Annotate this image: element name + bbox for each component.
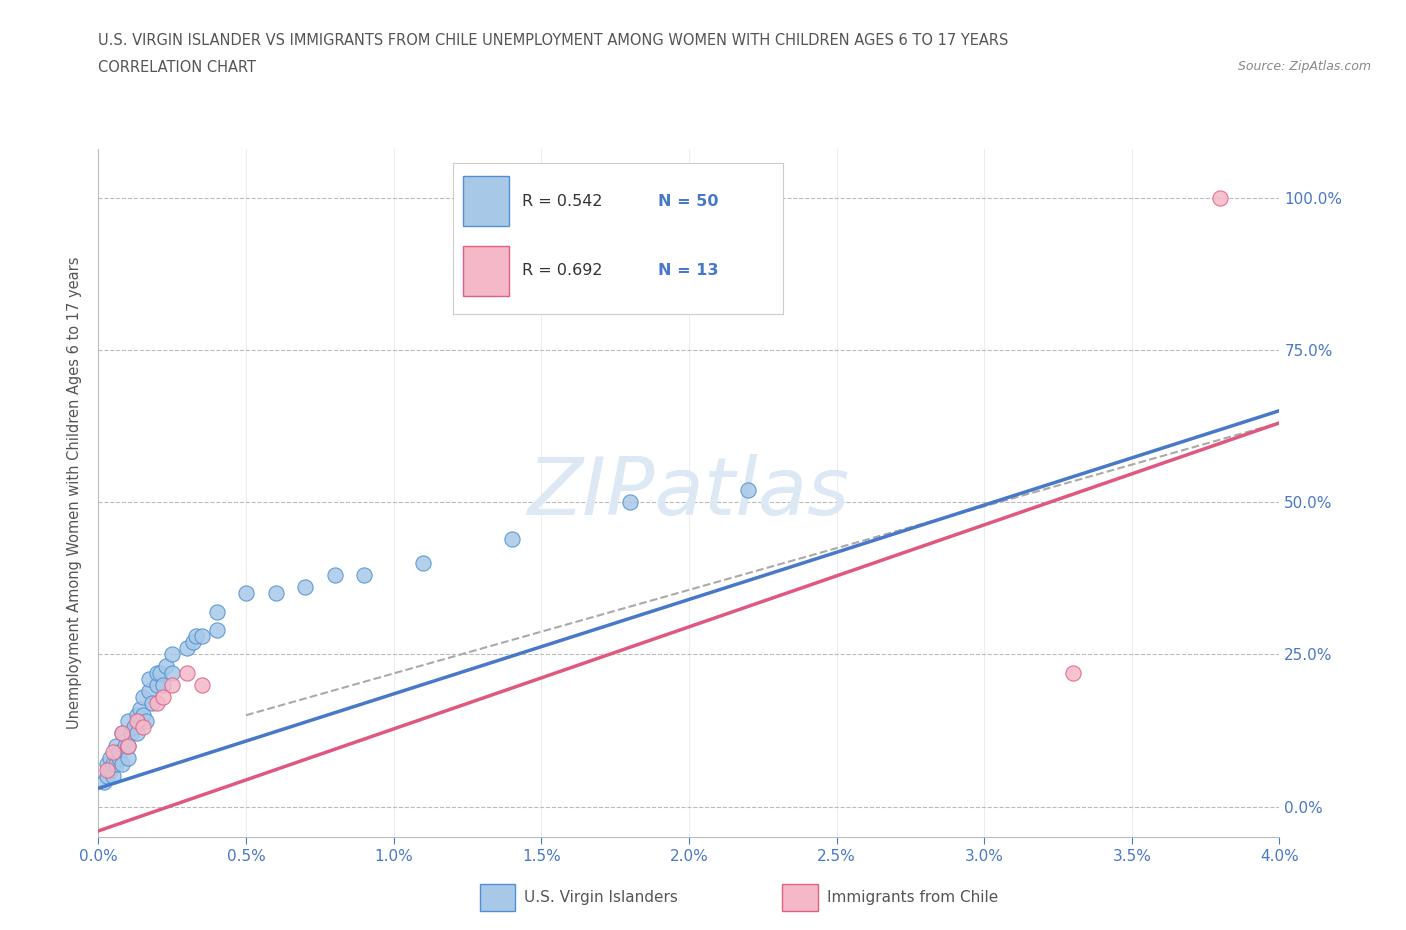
- Point: [111, 756, 134, 771]
- Point: [176, 641, 198, 656]
- Point: [146, 696, 169, 711]
- Text: Source: ZipAtlas.com: Source: ZipAtlas.com: [1237, 60, 1371, 73]
- Point: [111, 726, 134, 741]
- Point: [501, 531, 523, 546]
- Point: [117, 751, 139, 765]
- Point: [162, 647, 183, 662]
- Point: [737, 483, 759, 498]
- Point: [128, 701, 150, 716]
- Point: [353, 567, 375, 582]
- Point: [162, 677, 183, 692]
- Text: U.S. VIRGIN ISLANDER VS IMMIGRANTS FROM CHILE UNEMPLOYMENT AMONG WOMEN WITH CHIL: U.S. VIRGIN ISLANDER VS IMMIGRANTS FROM …: [98, 33, 1008, 47]
- Point: [1062, 665, 1084, 680]
- Point: [117, 738, 139, 753]
- Point: [117, 738, 139, 753]
- Point: [323, 567, 346, 582]
- Point: [146, 665, 169, 680]
- Point: [135, 714, 157, 729]
- Point: [181, 634, 204, 649]
- Point: [191, 677, 214, 692]
- Point: [412, 555, 434, 570]
- Point: [235, 586, 257, 601]
- Point: [103, 769, 125, 784]
- Point: [162, 665, 183, 680]
- Point: [152, 689, 174, 704]
- Point: [1209, 190, 1232, 205]
- Point: [93, 775, 115, 790]
- Point: [108, 751, 131, 765]
- Point: [117, 714, 139, 729]
- Point: [98, 751, 121, 765]
- Point: [103, 756, 125, 771]
- Point: [138, 671, 160, 686]
- Point: [114, 738, 136, 753]
- Point: [125, 726, 148, 741]
- Point: [98, 763, 121, 777]
- Point: [132, 708, 155, 723]
- Point: [294, 580, 316, 595]
- Point: [141, 696, 163, 711]
- Point: [205, 604, 228, 619]
- Point: [176, 665, 198, 680]
- Point: [191, 629, 214, 644]
- Point: [264, 586, 287, 601]
- Point: [132, 689, 155, 704]
- Point: [105, 756, 128, 771]
- Point: [103, 744, 125, 759]
- Point: [125, 714, 148, 729]
- Point: [205, 622, 228, 637]
- Point: [111, 726, 134, 741]
- Point: [138, 684, 160, 698]
- Point: [96, 763, 118, 777]
- Point: [149, 665, 172, 680]
- FancyBboxPatch shape: [782, 884, 818, 910]
- Point: [125, 708, 148, 723]
- Point: [146, 677, 169, 692]
- Point: [152, 677, 174, 692]
- Text: Immigrants from Chile: Immigrants from Chile: [827, 890, 998, 905]
- Point: [105, 738, 128, 753]
- FancyBboxPatch shape: [479, 884, 516, 910]
- Text: CORRELATION CHART: CORRELATION CHART: [98, 60, 256, 75]
- Point: [96, 769, 118, 784]
- Point: [619, 495, 641, 510]
- Point: [96, 756, 118, 771]
- Text: ZIPatlas: ZIPatlas: [527, 454, 851, 532]
- Point: [108, 744, 131, 759]
- Point: [120, 726, 142, 741]
- Point: [132, 720, 155, 735]
- Y-axis label: Unemployment Among Women with Children Ages 6 to 17 years: Unemployment Among Women with Children A…: [67, 257, 83, 729]
- Point: [122, 720, 145, 735]
- Point: [155, 659, 177, 674]
- Text: U.S. Virgin Islanders: U.S. Virgin Islanders: [524, 890, 678, 905]
- Point: [184, 629, 207, 644]
